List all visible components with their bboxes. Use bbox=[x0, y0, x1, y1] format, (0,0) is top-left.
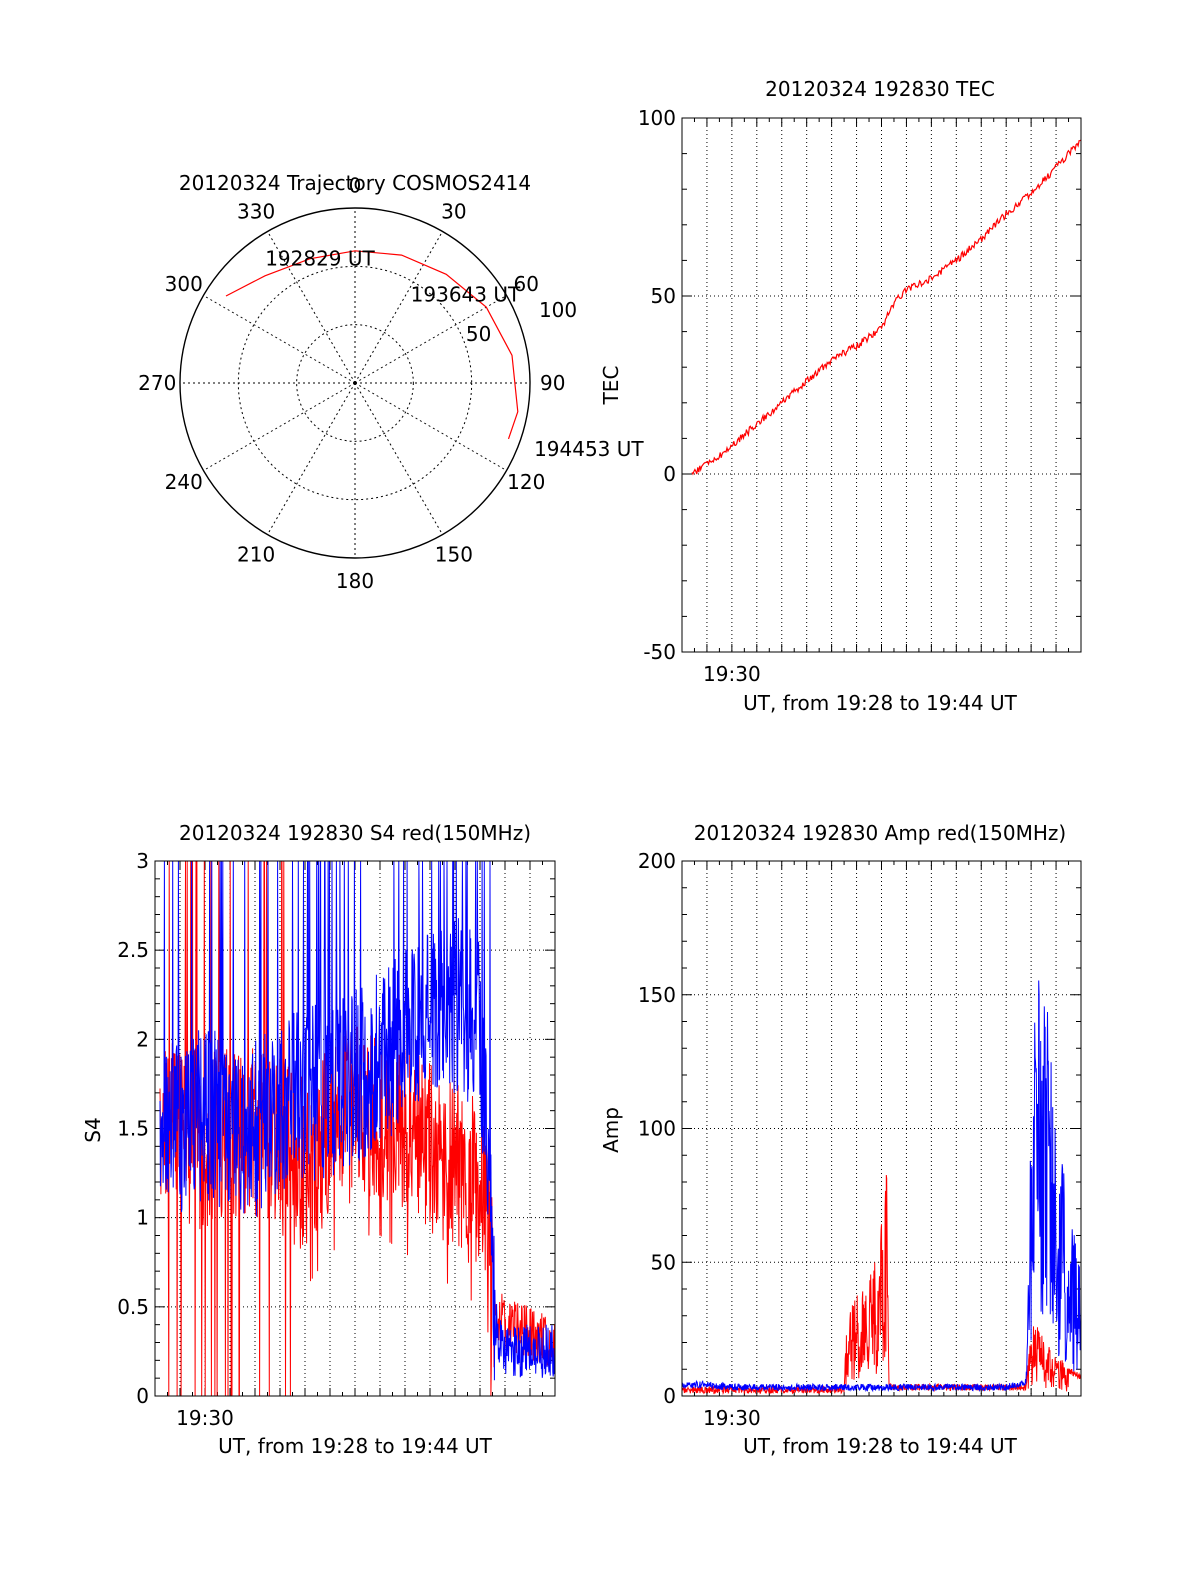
polar-azimuth-label-90: 90 bbox=[540, 371, 565, 395]
polar-azimuth-label-30: 30 bbox=[441, 200, 466, 224]
s4-series-blue bbox=[159, 860, 556, 1381]
tec-y-axis-label: TEC bbox=[599, 366, 623, 406]
amp-series-blue bbox=[681, 980, 1082, 1393]
trajectory-line bbox=[225, 250, 519, 440]
tec-x-tick-label: 19:30 bbox=[703, 662, 761, 686]
amp-axes-frame bbox=[681, 860, 1082, 1397]
tec-series-red bbox=[691, 139, 1082, 476]
polar-azimuth-label-150: 150 bbox=[435, 542, 473, 566]
polar-azimuth-label-0: 0 bbox=[349, 173, 362, 197]
amp-series bbox=[681, 980, 1082, 1396]
amp-y-tick-label: 50 bbox=[651, 1250, 676, 1274]
s4-y-tick-label: 1 bbox=[136, 1206, 149, 1230]
polar-azimuth-label-240: 240 bbox=[165, 470, 203, 494]
s4-y-tick-label: 3 bbox=[136, 849, 149, 873]
amp-panel: 20120324 192830 Amp red(150MHz) 0 50 100 15… bbox=[599, 821, 1082, 1458]
tec-y-tick-label: 100 bbox=[638, 106, 676, 130]
s4-y-axis-label: S4 bbox=[81, 1117, 105, 1142]
tec-grid bbox=[682, 118, 1081, 652]
tec-y-tick-label: -50 bbox=[643, 640, 676, 664]
polar-azimuth-label-60: 60 bbox=[514, 272, 539, 296]
amp-y-tick-label: 100 bbox=[638, 1117, 676, 1141]
polar-spoke-240 bbox=[203, 382, 356, 471]
polar-spoke-330 bbox=[267, 231, 356, 384]
s4-y-tick-label: 2.5 bbox=[117, 938, 149, 962]
polar-azimuth-label-270: 270 bbox=[138, 371, 176, 395]
tec-title: 20120324 192830 TEC bbox=[765, 77, 995, 101]
amp-y-tick-label: 0 bbox=[663, 1384, 676, 1408]
polar-spoke-120 bbox=[354, 382, 507, 471]
polar-azimuth-label-330: 330 bbox=[237, 200, 275, 224]
polar-grid bbox=[179, 207, 531, 559]
polar-radial-label-100: 100 bbox=[539, 298, 577, 322]
polar-spoke-210 bbox=[267, 382, 356, 535]
polar-ring-30 bbox=[296, 324, 414, 442]
s4-y-tick-label: 2 bbox=[136, 1027, 149, 1051]
tec-panel: 20120324 192830 TEC -50 0 50 100 19:30 UT, … bbox=[599, 77, 1082, 715]
tec-x-axis-label: UT, from 19:28 to 19:44 UT bbox=[743, 691, 1018, 715]
amp-x-tick-label: 19:30 bbox=[703, 1406, 761, 1430]
polar-ring-90 bbox=[179, 207, 531, 559]
polar-spoke-300 bbox=[203, 295, 356, 384]
amp-y-tick-label: 200 bbox=[638, 849, 676, 873]
s4-y-tick-label: 1.5 bbox=[117, 1117, 149, 1141]
polar-radial-label-50: 50 bbox=[466, 322, 491, 346]
s4-x-axis-label: UT, from 19:28 to 19:44 UT bbox=[218, 1434, 493, 1458]
s4-y-tick-label: 0 bbox=[136, 1384, 149, 1408]
polar-azimuth-label-180: 180 bbox=[336, 569, 374, 593]
polar-title: 20120324 Trajectory COSMOS2414 bbox=[179, 171, 531, 195]
polar-trajectory-panel: 20120324 Trajectory COSMOS2414 0 30 60 90 12… bbox=[138, 171, 644, 593]
tec-y-tick-label: 0 bbox=[663, 462, 676, 486]
polar-azimuth-label-120: 120 bbox=[507, 470, 545, 494]
polar-azimuth-label-300: 300 bbox=[165, 272, 203, 296]
polar-spoke-30 bbox=[354, 231, 443, 384]
s4-y-tick-label: 0.5 bbox=[117, 1295, 149, 1319]
polar-spoke-60 bbox=[354, 295, 507, 384]
trajectory-time-label-mid: 193643 UT bbox=[411, 282, 521, 306]
polar-spoke-150 bbox=[354, 382, 443, 535]
trajectory-time-label-start: 192829 UT bbox=[265, 246, 375, 270]
amp-y-axis-label: Amp bbox=[599, 1107, 623, 1153]
amp-grid bbox=[682, 861, 1081, 1396]
s4-y-tick-labels: 0 0.5 1 1.5 2 2.5 3 bbox=[117, 849, 149, 1408]
s4-title: 20120324 192830 S4 red(150MHz) bbox=[179, 821, 531, 845]
trajectory-time-label-end: 194453 UT bbox=[534, 437, 644, 461]
amp-y-tick-labels: 0 50 100 150 200 bbox=[638, 849, 676, 1408]
amp-title: 20120324 192830 Amp red(150MHz) bbox=[694, 821, 1066, 845]
amp-x-axis-label: UT, from 19:28 to 19:44 UT bbox=[743, 1434, 1018, 1458]
s4-series bbox=[159, 860, 556, 1397]
tec-series bbox=[691, 139, 1082, 476]
tec-y-tick-labels: -50 0 50 100 bbox=[638, 106, 676, 664]
polar-azimuth-labels: 0 30 60 90 120 150 180 210 240 270 300 330 bbox=[138, 173, 565, 593]
amp-series-red bbox=[681, 1174, 1082, 1396]
s4-axes-frame bbox=[154, 860, 556, 1397]
amp-y-tick-label: 150 bbox=[638, 983, 676, 1007]
tec-axes-frame bbox=[681, 117, 1082, 653]
s4-x-tick-label: 19:30 bbox=[176, 1406, 234, 1430]
polar-azimuth-label-210: 210 bbox=[237, 542, 275, 566]
s4-panel: 20120324 192830 S4 red(150MHz) 0 0.5 1 1.5 2… bbox=[81, 821, 556, 1458]
tec-y-tick-label: 50 bbox=[651, 284, 676, 308]
